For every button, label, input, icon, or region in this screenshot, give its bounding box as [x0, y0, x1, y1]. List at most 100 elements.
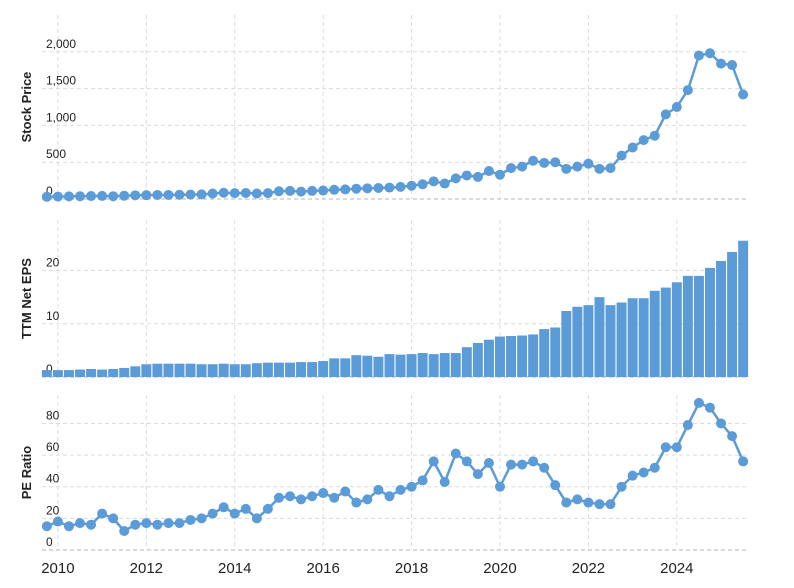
marker — [318, 185, 329, 196]
marker — [163, 518, 174, 529]
marker — [716, 58, 727, 69]
y-tick-label: 60 — [46, 440, 60, 454]
y-tick-label: 1,000 — [46, 110, 76, 124]
marker — [185, 189, 196, 200]
bar — [207, 364, 218, 377]
bar — [307, 362, 318, 377]
marker — [472, 171, 483, 182]
marker — [638, 135, 649, 146]
marker — [395, 181, 406, 192]
bar — [185, 363, 196, 377]
bar — [340, 358, 351, 377]
marker — [296, 186, 307, 197]
marker — [704, 402, 715, 413]
x-tick-label: 2016 — [306, 560, 339, 577]
marker — [86, 519, 97, 530]
bar — [174, 363, 185, 377]
bar — [495, 336, 505, 377]
marker — [506, 163, 517, 174]
marker — [296, 494, 307, 505]
marker — [660, 109, 671, 120]
bar — [550, 327, 561, 377]
marker — [461, 170, 472, 181]
bar — [63, 370, 74, 377]
marker — [373, 182, 384, 193]
bar — [671, 282, 682, 377]
bar — [605, 305, 616, 377]
marker — [86, 191, 97, 202]
bar — [649, 290, 660, 377]
marker — [693, 397, 704, 408]
marker — [693, 50, 704, 61]
bar — [594, 297, 605, 377]
marker — [207, 508, 218, 519]
marker — [262, 188, 273, 199]
marker — [340, 184, 351, 195]
marker — [351, 497, 362, 508]
marker — [738, 456, 749, 467]
marker — [627, 142, 638, 153]
bar — [318, 361, 329, 377]
marker — [727, 431, 738, 442]
bar — [141, 364, 152, 377]
marker — [329, 492, 340, 503]
bar — [41, 370, 52, 377]
y-axis-title: PE Ratio — [19, 446, 34, 500]
marker — [229, 188, 240, 199]
marker — [682, 85, 693, 96]
marker — [704, 48, 715, 59]
marker — [727, 60, 738, 71]
marker — [539, 462, 550, 473]
marker — [627, 470, 638, 481]
marker — [174, 189, 185, 200]
marker — [108, 191, 119, 202]
marker — [561, 497, 572, 508]
marker — [572, 494, 583, 505]
marker — [594, 163, 605, 174]
marker — [340, 486, 351, 497]
bar — [119, 367, 130, 377]
x-tick-label: 2018 — [395, 560, 428, 577]
y-tick-label: 40 — [46, 472, 60, 486]
marker — [63, 191, 74, 202]
marker — [384, 491, 395, 502]
marker — [273, 492, 284, 503]
bar — [517, 335, 528, 377]
marker — [428, 456, 439, 467]
y-tick-label: 0 — [46, 535, 53, 549]
bar — [296, 362, 307, 377]
marker — [649, 462, 660, 473]
y-axis-title: TTM Net EPS — [19, 258, 34, 339]
marker — [307, 185, 318, 196]
marker — [251, 513, 262, 524]
marker — [141, 190, 152, 201]
marker — [539, 157, 550, 168]
marker — [738, 89, 749, 100]
marker — [97, 190, 108, 201]
marker — [196, 513, 207, 524]
marker — [207, 188, 218, 199]
marker — [395, 484, 406, 495]
y-tick-label: 0 — [46, 362, 53, 376]
marker — [351, 183, 362, 194]
bar — [406, 354, 417, 377]
marker — [52, 191, 63, 202]
marker — [229, 508, 240, 519]
marker — [417, 475, 428, 486]
marker — [561, 163, 572, 174]
line — [46, 401, 745, 533]
marker — [583, 497, 594, 508]
marker — [494, 481, 505, 492]
marker — [41, 191, 52, 202]
marker — [384, 182, 395, 193]
marker — [616, 481, 627, 492]
marker — [638, 467, 649, 478]
marker — [483, 458, 494, 469]
y-tick-label: 2,000 — [46, 37, 76, 51]
marker — [307, 491, 318, 502]
x-tick-label: 2020 — [483, 560, 516, 577]
bar — [285, 362, 295, 377]
bar — [384, 354, 395, 377]
marker — [63, 521, 74, 532]
marker — [240, 503, 251, 514]
